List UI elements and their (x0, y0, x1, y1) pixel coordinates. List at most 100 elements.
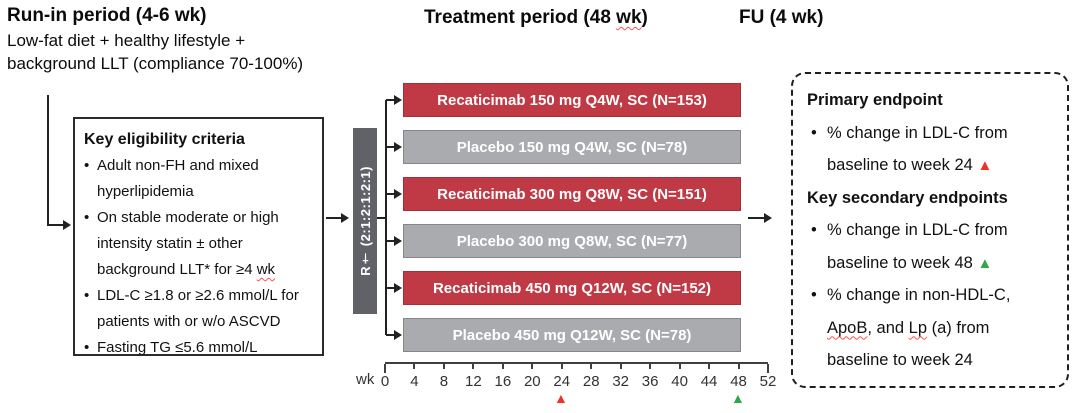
axis-tick-label: 44 (700, 373, 718, 390)
eligibility-text: intensity statin ± other (97, 235, 243, 252)
eligibility-criteria-box: Key eligibility criteria • Adult non-FH a… (73, 117, 324, 356)
secondary-endpoint-bullet-2-cont2: baseline to week 24 (807, 344, 1053, 377)
axis-tick-label: 52 (759, 373, 777, 390)
bullet-icon: • (811, 221, 817, 239)
arm-label: Recaticimab 300 mg Q8W, SC (N=151) (437, 185, 707, 203)
bullet-icon: • (84, 287, 90, 304)
bullet-icon: • (84, 339, 90, 356)
arm-bar-recaticimab-150: Recaticimab 150 mg Q4W, SC (N=153) (403, 83, 741, 117)
branch-stub-3 (386, 193, 395, 195)
eligibility-text: patients with or w/o ASCVD (97, 313, 281, 330)
week48-secondary-marker-icon: ▲ (731, 390, 745, 406)
axis-tick: 4 (410, 364, 419, 390)
primary-endpoint-bullet: • % change in LDL-C from (807, 117, 1053, 150)
axis-tick-label: 24 (553, 373, 571, 390)
eligibility-text: Fasting TG ≤5.6 mmol/L (97, 339, 258, 356)
endpoint-text: % change in non-HDL-C, (827, 286, 1011, 304)
arm-label: Placebo 150 mg Q4W, SC (N=78) (456, 138, 688, 156)
runin-subtitle-line2: background LLT (compliance 70-100%) (7, 54, 304, 73)
eligibility-text: background LLT* for ≥4 (97, 261, 257, 278)
axis-tick: 0 (381, 364, 389, 390)
branch-arrowhead-icon (394, 142, 402, 152)
axis-tick: 40 (671, 364, 688, 390)
eligibility-bullet-3: • LDL-C ≥1.8 or ≥2.6 mmol/L for (84, 283, 313, 309)
eligibility-bullet-4: • Fasting TG ≤5.6 mmol/L (84, 335, 313, 361)
axis-tick-label: 12 (465, 373, 482, 390)
secondary-endpoint-bullet-1-cont: baseline to week 48 ▲ (807, 247, 1053, 280)
axis-tick-label: 8 (439, 373, 449, 390)
eligibility-wavy-word: wk (256, 261, 276, 278)
axis-tick: 36 (642, 364, 658, 390)
branch-arrowhead-icon (394, 236, 402, 246)
eligibility-text: On stable moderate or high (97, 209, 279, 226)
runin-arrowhead-icon (63, 220, 71, 230)
endpoint-text: baseline to week 48 (827, 253, 978, 272)
treatment-title-wavy-word: wk (616, 7, 642, 28)
secondary-endpoint-bullet-2-cont: ApoB, and Lp (a) from (807, 312, 1053, 345)
axis-tick: 12 (465, 364, 482, 390)
eligibility-bullet-1: • Adult non-FH and mixed (84, 153, 313, 179)
axis-tick-label: 32 (612, 373, 630, 390)
arm-bar-placebo-150: Placebo 150 mg Q4W, SC (N=78) (403, 130, 741, 164)
randomization-ratio-label: R† (2:1:2:1:2:1) (357, 166, 373, 276)
treatment-title-text: Treatment period (48 (424, 7, 617, 28)
arm-bar-placebo-300: Placebo 300 mg Q8W, SC (N=77) (403, 224, 741, 258)
axis-tick: 16 (495, 364, 511, 390)
endpoints-arrowhead-icon (764, 213, 772, 223)
axis-tick-label: 4 (410, 373, 419, 390)
branch-stub-1 (386, 99, 395, 101)
branch-arrowhead-icon (394, 330, 402, 340)
axis-tick: 20 (524, 364, 541, 390)
branch-arrowhead-icon (394, 95, 402, 105)
axis-tick: 44 (701, 364, 717, 390)
primary-endpoint-title: Primary endpoint (807, 91, 943, 109)
branch-stub-4 (386, 240, 395, 242)
bullet-icon: • (84, 157, 90, 174)
endpoint-text: % change in LDL-C from (827, 123, 1008, 142)
week-axis: 0 4 8 12 16 20 24 28 32 36 40 44 48 52 (381, 362, 776, 394)
axis-tick-label: 28 (582, 373, 600, 390)
treatment-title-close: ) (641, 7, 648, 28)
eligibility-text: hyperlipidemia (97, 183, 194, 200)
eligibility-bullet-2-cont2: background LLT* for ≥4 wk (84, 257, 313, 283)
runin-subtitle-line1: Low-fat diet + healthy lifestyle + (7, 31, 246, 50)
axis-tick-label: 16 (494, 373, 512, 390)
endpoints-box: Primary endpoint • % change in LDL-C from… (791, 72, 1069, 388)
followup-period-title: FU (4 wk) (739, 7, 824, 28)
randomization-trunk-connector (377, 217, 386, 219)
axis-tick: 48 (730, 364, 747, 390)
runin-elbow-arrow-vertical (47, 95, 49, 226)
green-triangle-icon: ▲ (977, 254, 993, 272)
eligibility-bullet-3-cont: patients with or w/o ASCVD (84, 309, 313, 335)
endpoint-text: baseline to week 24 (827, 156, 978, 174)
bullet-icon: • (811, 286, 817, 304)
axis-tick-label: 36 (641, 373, 659, 390)
axis-tick-label: 40 (671, 373, 688, 390)
arm-label: Placebo 450 mg Q12W, SC (N=78) (452, 326, 692, 344)
eligibility-text: LDL-C ≥1.8 or ≥2.6 mmol/L for (97, 287, 299, 304)
eligibility-to-randomization-arrow (326, 217, 342, 219)
randomization-arrowhead-icon (341, 213, 349, 223)
axis-tick: 52 (760, 364, 776, 390)
eligibility-bullet-1-cont: hyperlipidemia (84, 179, 313, 205)
endpoint-text: baseline to week 24 (827, 351, 973, 369)
endpoint-wavy-word: Lp (908, 318, 928, 337)
arm-label: Placebo 300 mg Q8W, SC (N=77) (456, 232, 688, 250)
eligibility-text: Adult non-FH and mixed (97, 157, 259, 174)
runin-elbow-arrow-horizontal (47, 224, 64, 226)
arm-bar-placebo-450: Placebo 450 mg Q12W, SC (N=78) (403, 318, 741, 352)
axis-tick: 24 (553, 364, 570, 390)
treatment-period-title: Treatment period (48 wk) (424, 7, 648, 29)
secondary-endpoints-title: Key secondary endpoints (807, 188, 1008, 207)
arm-bar-recaticimab-300: Recaticimab 300 mg Q8W, SC (N=151) (403, 177, 741, 211)
eligibility-title: Key eligibility criteria (84, 131, 245, 148)
axis-tick-label: 20 (523, 373, 541, 390)
secondary-endpoint-bullet-1: • % change in LDL-C from (807, 214, 1053, 247)
runin-period-title: Run-in period (4-6 wk) (7, 5, 207, 26)
week24-primary-marker-icon: ▲ (554, 390, 568, 406)
bullet-icon: • (84, 209, 90, 226)
bullet-icon: • (811, 123, 817, 142)
endpoint-text: (a) from (927, 318, 990, 337)
secondary-endpoint-bullet-2: • % change in non-HDL-C, (807, 279, 1053, 312)
